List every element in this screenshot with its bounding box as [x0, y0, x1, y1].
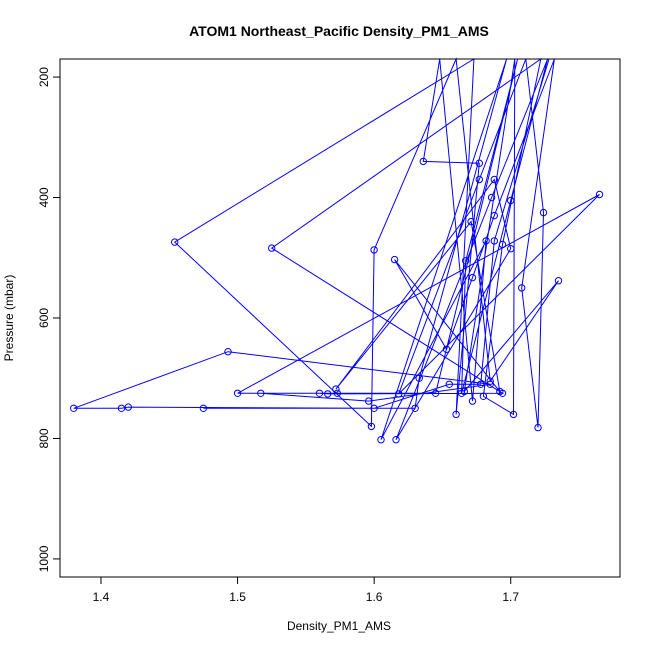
data-point — [324, 390, 332, 398]
data-point — [117, 404, 126, 412]
data-point — [268, 244, 276, 252]
data-point — [467, 217, 475, 226]
data-point — [477, 380, 485, 388]
data-point — [315, 389, 324, 397]
data-point — [365, 397, 373, 405]
points-layer — [70, 157, 604, 444]
y-tick-label: 800 — [37, 428, 51, 448]
data-point — [490, 211, 498, 220]
data-point — [507, 245, 515, 253]
data-point — [431, 389, 440, 397]
data-point — [199, 404, 208, 412]
data-point — [452, 410, 460, 419]
x-tick-label: 1.5 — [229, 590, 246, 604]
y-tick-label: 200 — [37, 67, 51, 87]
data-point — [475, 159, 483, 167]
chart-title: ATOM1 Northeast_Pacific Density_PM1_AMS — [189, 23, 489, 39]
data-point — [442, 345, 451, 353]
data-point — [392, 436, 400, 444]
data-point — [332, 385, 340, 393]
data-point — [390, 255, 399, 264]
data-point — [370, 404, 378, 412]
data-point — [395, 390, 403, 398]
data-point — [468, 397, 477, 405]
x-tick-label: 1.7 — [502, 590, 519, 604]
data-point — [486, 380, 494, 388]
data-point — [415, 374, 423, 382]
data-point — [539, 208, 548, 217]
data-point — [490, 175, 498, 184]
data-point — [534, 423, 542, 432]
data-point — [498, 240, 507, 249]
data-point — [490, 237, 498, 245]
data-point — [554, 277, 563, 285]
data-point — [224, 348, 232, 356]
y-axis-label: Pressure (mbar) — [2, 275, 16, 362]
data-point — [171, 238, 179, 246]
y-tick-label: 400 — [37, 187, 51, 207]
x-tick-label: 1.4 — [93, 590, 110, 604]
data-point — [233, 389, 242, 397]
x-axis-label: Density_PM1_AMS — [287, 619, 391, 633]
data-point — [482, 237, 490, 245]
data-point — [257, 389, 265, 397]
x-tick-label: 1.6 — [366, 590, 383, 604]
x-axis: 1.4 1.5 1.6 1.7 — [93, 577, 519, 604]
y-tick-label: 600 — [37, 308, 51, 328]
data-point — [124, 403, 133, 411]
data-point — [468, 273, 477, 282]
data-point — [479, 392, 488, 400]
data-point — [487, 193, 496, 202]
y-tick-label: 1000 — [37, 545, 51, 572]
data-point — [445, 380, 453, 388]
data-point — [509, 410, 518, 419]
data-point — [595, 190, 604, 199]
data-point — [419, 157, 427, 166]
data-point — [457, 389, 466, 397]
data-point — [411, 404, 419, 412]
data-point — [70, 404, 78, 412]
data-point — [377, 436, 385, 444]
data-point — [475, 175, 483, 184]
data-point — [518, 284, 526, 292]
y-axis: 200 400 600 800 1000 — [37, 67, 60, 572]
data-point — [486, 377, 494, 385]
data-point — [496, 387, 504, 396]
data-point — [462, 257, 470, 265]
data-point — [507, 196, 515, 205]
data-point — [370, 246, 378, 254]
data-point — [333, 389, 341, 397]
data-point — [367, 422, 376, 431]
